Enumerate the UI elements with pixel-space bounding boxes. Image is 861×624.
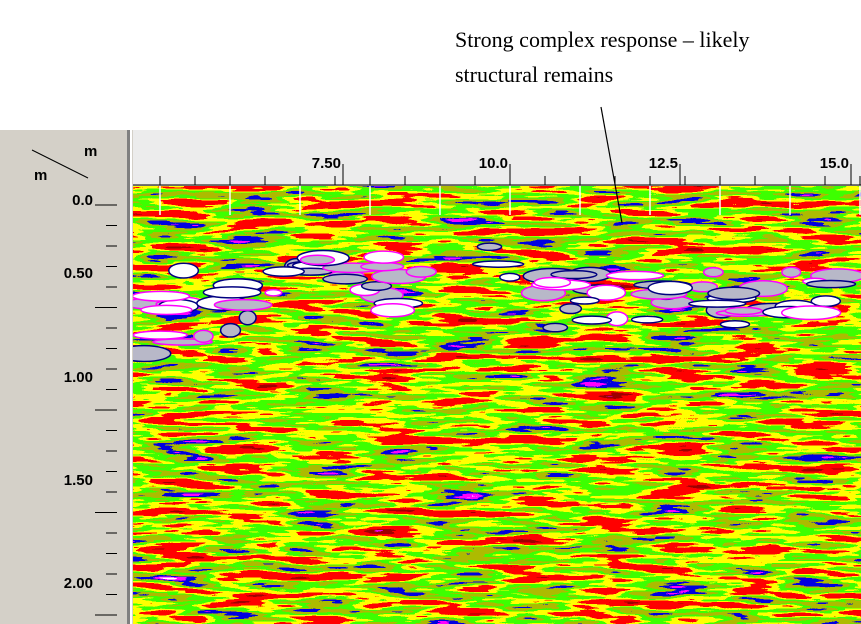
reflection-blob [586, 284, 627, 301]
reflection-blob [264, 288, 283, 297]
y-tick-label: 0.0 [72, 192, 93, 209]
x-tick-label: 15.0 [820, 155, 849, 172]
reflection-blob [140, 304, 193, 316]
y-tick-label: 2.00 [64, 575, 93, 592]
reflection-blob [370, 302, 416, 318]
x-tick-label: 7.50 [312, 155, 341, 172]
reflection-blob [405, 265, 437, 278]
separator-light [130, 130, 132, 624]
reflection-blob [702, 266, 724, 278]
x-axis: 7.50 10.0 12.5 15.0 [159, 155, 861, 185]
reflection-blob [571, 315, 613, 325]
reflection-blob [550, 269, 598, 280]
reflection-blob [476, 242, 503, 252]
annotation-line: structural remains [455, 62, 613, 87]
annotation-line: Strong complex response – likely [455, 27, 750, 52]
x-ruler [133, 130, 861, 185]
reflection-blob [780, 305, 842, 321]
reflection-blob [202, 286, 262, 299]
reflection-blob [471, 260, 525, 268]
reflection-blob [805, 279, 857, 289]
reflection-blob [559, 303, 583, 315]
bright-zone [133, 242, 861, 363]
reflection-blob [707, 286, 761, 301]
reflection-blob [647, 280, 694, 296]
reflection-blob [133, 344, 172, 363]
reflection-blob [133, 290, 191, 302]
reflection-blob [322, 273, 369, 285]
reflection-blob [533, 276, 572, 289]
reflection-blob [133, 330, 188, 340]
reflection-blob [219, 322, 242, 338]
reflection-blob [363, 250, 405, 264]
reflection-blob [299, 254, 336, 266]
reflection-blob [605, 270, 665, 281]
y-axis: 0.0 0.50 1.00 1.50 2.00 [64, 192, 117, 616]
x-tick-label: 10.0 [479, 155, 508, 172]
y-tick-label: 0.50 [64, 265, 93, 282]
reflection-blob [262, 266, 305, 277]
reflection-blob [238, 309, 257, 326]
reflection-blob [724, 306, 763, 316]
x-unit: m [84, 143, 97, 160]
reflection-blob [192, 329, 214, 343]
reflection-blob [719, 319, 751, 329]
trace-markers [159, 186, 861, 215]
x-tick-label: 12.5 [649, 155, 678, 172]
radargram [133, 186, 861, 624]
reflection-blob [569, 296, 600, 305]
reflection-blob [360, 280, 393, 292]
separator [127, 130, 130, 624]
radargram-image [133, 186, 861, 624]
corner-diagonal [31, 149, 89, 179]
reflection-blob [168, 262, 200, 279]
y-unit: m [34, 167, 47, 184]
reflection-blob [688, 299, 747, 308]
annotation-leader [600, 106, 623, 224]
y-tick-label: 1.00 [64, 369, 93, 386]
reflection-blob [630, 315, 664, 324]
y-tick-label: 1.50 [64, 472, 93, 489]
reflection-blob [213, 298, 273, 311]
reflection-blob [499, 272, 521, 282]
reflection-blob [542, 322, 569, 333]
reflection-blob [781, 266, 802, 279]
